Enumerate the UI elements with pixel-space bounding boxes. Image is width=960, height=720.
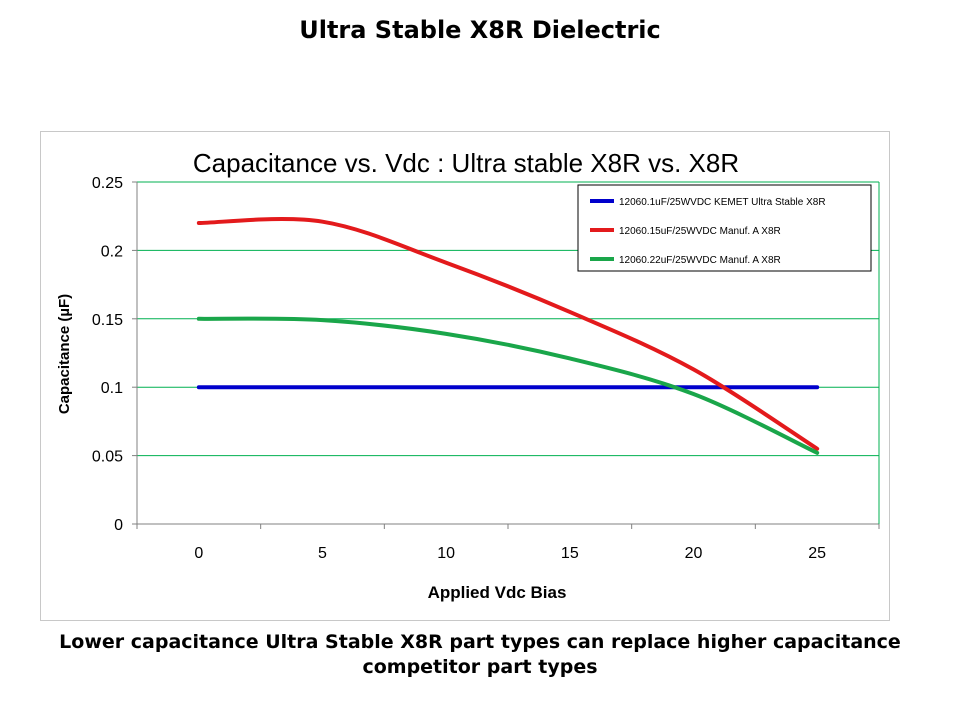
y-axis-label: Capacitance (µF)	[56, 294, 73, 414]
series-line-3	[196, 316, 820, 455]
y-tick-label: 0	[114, 517, 123, 534]
legend: 12060.1uF/25WVDC KEMET Ultra Stable X8R 1…	[577, 184, 872, 272]
chart-frame: Capacitance vs. Vdc : Ultra stable X8R v…	[40, 131, 890, 621]
capacitance-chart: Capacitance vs. Vdc : Ultra stable X8R v…	[56, 148, 880, 602]
y-tick-label: 0.1	[101, 380, 123, 397]
x-tick-label: 15	[561, 545, 579, 562]
slide-caption: Lower capacitance Ultra Stable X8R part …	[0, 630, 960, 680]
legend-entry-1: 12060.1uF/25WVDC KEMET Ultra Stable X8R	[619, 197, 826, 208]
x-tick-label: 20	[685, 545, 703, 562]
y-tick-label: 0.25	[92, 175, 123, 192]
caption-line-1: Lower capacitance Ultra Stable X8R part …	[59, 631, 901, 653]
y-tick-label: 0.15	[92, 312, 123, 329]
slide-title: Ultra Stable X8R Dielectric	[299, 16, 661, 44]
legend-entry-3: 12060.22uF/25WVDC Manuf. A X8R	[619, 255, 781, 266]
x-axis-label: Applied Vdc Bias	[428, 583, 567, 602]
x-tick-label: 0	[194, 545, 203, 562]
x-tick-label: 25	[808, 545, 826, 562]
chart-title: Capacitance vs. Vdc : Ultra stable X8R v…	[193, 148, 739, 178]
caption-line-2: competitor part types	[362, 656, 598, 678]
y-tick-label: 0.2	[101, 243, 123, 260]
plot-area: 0 0.05 0.1 0.15 0.2 0.25 0 5 10 15 20 25	[92, 175, 880, 562]
series-line-2	[196, 217, 820, 451]
legend-entry-2: 12060.15uF/25WVDC Manuf. A X8R	[619, 226, 781, 237]
legend-box	[577, 184, 872, 272]
x-tick-label: 5	[318, 545, 327, 562]
x-tick-label: 10	[437, 545, 455, 562]
y-tick-label: 0.05	[92, 449, 123, 466]
